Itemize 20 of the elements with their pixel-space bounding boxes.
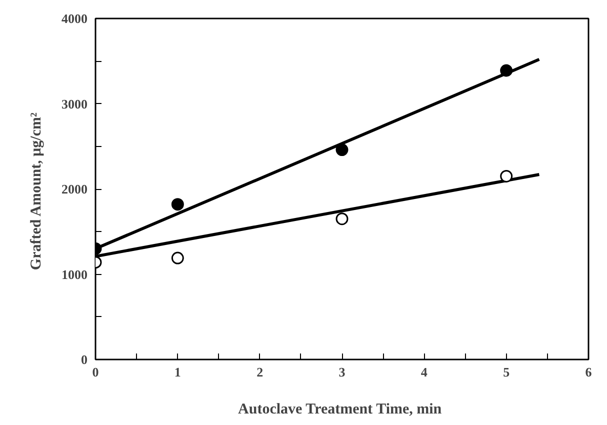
y-tick-label: 4000 bbox=[62, 11, 88, 26]
x-tick-label: 6 bbox=[585, 364, 592, 380]
x-tick-label: 5 bbox=[503, 364, 510, 380]
x-tick-label: 1 bbox=[174, 364, 181, 380]
point bbox=[171, 252, 184, 264]
x-tick-label: 0 bbox=[92, 364, 99, 380]
x-tick-label: 3 bbox=[338, 364, 346, 380]
y-axis-title: Grafted Amount, μg/cm² bbox=[28, 112, 44, 270]
x-tick-label: 2 bbox=[256, 364, 264, 380]
y-tick-label: 3000 bbox=[62, 96, 88, 112]
y-tick-label: 2000 bbox=[62, 182, 88, 196]
point bbox=[500, 170, 513, 182]
point bbox=[336, 212, 348, 226]
x-tick-label: 4 bbox=[420, 364, 428, 380]
point bbox=[336, 144, 348, 156]
point bbox=[171, 198, 184, 211]
x-axis-title: Autoclave Treatment Time, min bbox=[238, 402, 442, 418]
point bbox=[500, 64, 513, 77]
y-tick-label: 0 bbox=[81, 352, 88, 367]
y-tick-label: 1000 bbox=[62, 266, 88, 282]
